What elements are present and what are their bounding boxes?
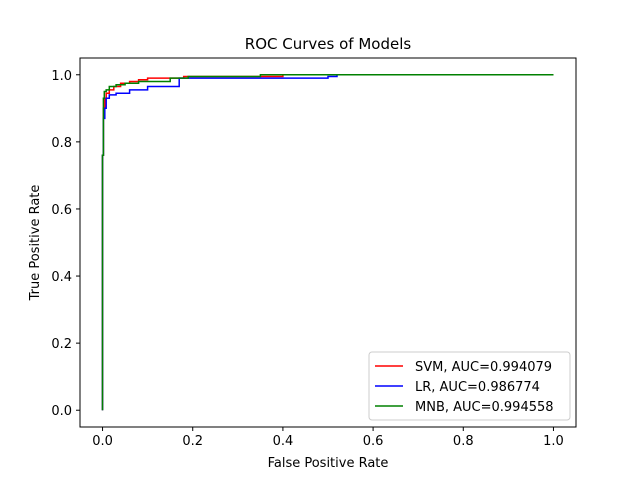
legend-box [368, 351, 571, 421]
plot-layer [101, 74, 554, 411]
x-tick-label: 0.6 [363, 434, 384, 449]
x-axis-title: False Positive Rate [268, 456, 389, 471]
legend: SVM, AUC=0.994079 LR, AUC=0.986774 MNB, AU… [368, 351, 571, 421]
series-line-2 [101, 74, 554, 411]
legend-label-3: MNB, AUC=0.994558 [415, 400, 554, 415]
y-tick-label: 0.2 [51, 337, 72, 352]
chart-title: ROC Curves of Models [245, 35, 412, 53]
y-axis-title: True Positive Rate [28, 185, 43, 302]
axes-frame [79, 57, 577, 428]
x-tick-label: 0.4 [273, 434, 294, 449]
y-tick-label: 0.4 [51, 270, 72, 285]
y-tick-label: 0.8 [51, 136, 72, 151]
y-tick-label: 0.6 [51, 203, 72, 218]
y-tick-label: 0.0 [51, 404, 72, 419]
legend-label-2: LR, AUC=0.986774 [415, 380, 540, 395]
x-tick-label: 0.0 [92, 434, 113, 449]
y-tick-label: 1.0 [51, 69, 72, 84]
x-tick-label: 0.8 [453, 434, 474, 449]
x-tick-label: 1.0 [543, 434, 564, 449]
legend-label-1: SVM, AUC=0.994079 [415, 360, 552, 375]
ticks-layer: 0.0 0.2 0.4 0.6 0.8 1.0 0.0 0.2 0.4 0.6 0.8 1.0 [51, 69, 563, 449]
series-line-3 [101, 74, 554, 411]
x-tick-label: 0.2 [182, 434, 203, 449]
